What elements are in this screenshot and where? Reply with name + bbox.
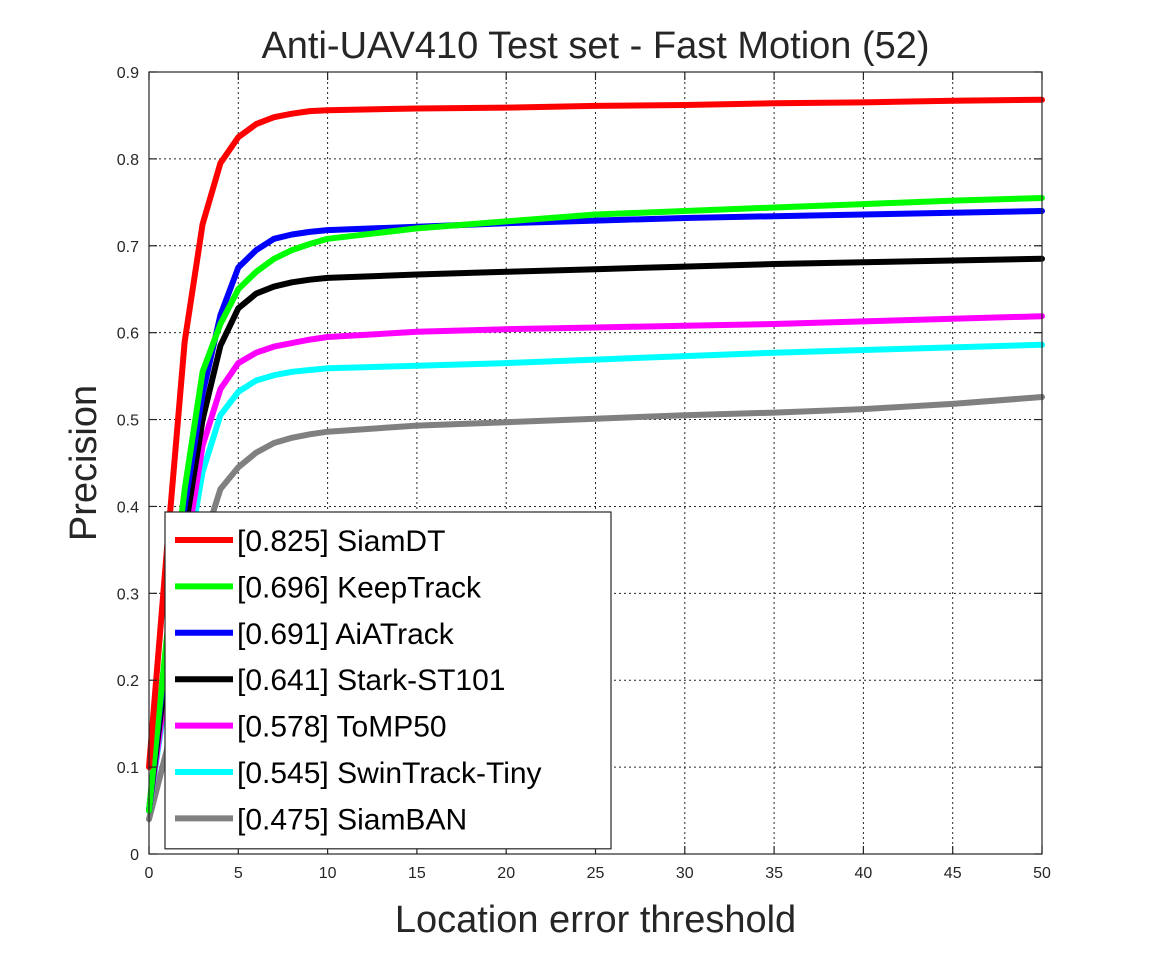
x-tick-label: 35 (765, 865, 783, 882)
series-lines (146, 96, 1045, 823)
legend-label: [0.475] SiamBAN (237, 803, 467, 836)
legend-label: [0.545] SwinTrack-Tiny (237, 757, 542, 790)
legend-label: [0.578] ToMP50 (237, 711, 447, 744)
series-line (146, 313, 1045, 814)
series-line (146, 255, 1045, 814)
x-tick-label: 5 (234, 865, 243, 882)
axis-ticks: 0 5 10 15 20 25 30 35 40 45 50 0 0.1 0.2 0.3 0.4 0.5 0.6 0… (117, 65, 1051, 882)
x-tick-label: 40 (855, 865, 873, 882)
x-tick-label: 25 (587, 865, 605, 882)
legend-box (164, 511, 612, 850)
y-axis-label: Precision (63, 385, 105, 541)
legend-label: [0.691] AiATrack (237, 618, 455, 651)
y-tick-label: 0.7 (117, 239, 139, 256)
y-tick-label: 0.5 (117, 413, 139, 430)
x-tick-label: 0 (145, 865, 154, 882)
series-line (146, 195, 1045, 814)
series-line (146, 96, 1045, 771)
y-tick-label: 0.1 (117, 760, 139, 777)
x-tick-label: 30 (676, 865, 694, 882)
y-tick-label: 0.3 (117, 586, 139, 603)
series-line (146, 208, 1045, 814)
x-axis-label: Location error threshold (395, 899, 796, 941)
chart-title: Anti-UAV410 Test set - Fast Motion (52) (261, 25, 929, 67)
y-tick-label: 0 (130, 847, 139, 864)
y-tick-label: 0.8 (117, 152, 139, 169)
legend-label: [0.696] KeepTrack (237, 571, 482, 604)
series-line (146, 341, 1045, 814)
y-tick-label: 0.6 (117, 326, 139, 343)
legend-label: [0.825] SiamDT (237, 525, 445, 558)
x-tick-label: 20 (497, 865, 515, 882)
x-tick-label: 45 (944, 865, 962, 882)
y-tick-label: 0.2 (117, 673, 139, 690)
x-tick-label: 10 (319, 865, 337, 882)
x-tick-label: 15 (408, 865, 426, 882)
legend: [0.825] SiamDT [0.696] KeepTrack [0.691] A… (164, 511, 612, 850)
y-tick-label: 0.4 (117, 499, 139, 516)
x-tick-label: 50 (1033, 865, 1051, 882)
y-tick-label: 0.9 (117, 65, 139, 82)
legend-label: [0.641] Stark-ST101 (237, 664, 505, 697)
